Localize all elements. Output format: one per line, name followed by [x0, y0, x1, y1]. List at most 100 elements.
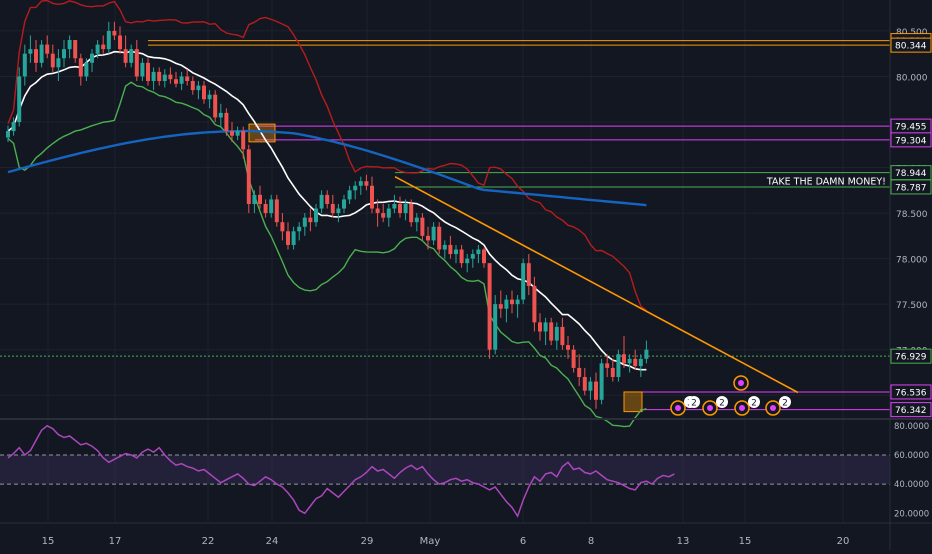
candle-body[interactable] — [566, 345, 570, 350]
candle-body[interactable] — [504, 299, 509, 309]
candle-body[interactable] — [470, 254, 475, 259]
candle-body[interactable] — [224, 112, 229, 132]
candle[interactable] — [549, 317, 554, 346]
candle-body[interactable] — [190, 81, 195, 91]
event-markers[interactable]: 22222 — [670, 375, 791, 416]
candle-body[interactable] — [515, 299, 520, 305]
candle[interactable] — [470, 249, 475, 268]
candle[interactable] — [230, 122, 234, 143]
candle-body[interactable] — [34, 49, 38, 63]
candle[interactable] — [426, 226, 430, 250]
downtrend-line[interactable] — [394, 175, 799, 394]
candle[interactable] — [403, 199, 408, 221]
candle[interactable] — [498, 290, 503, 318]
candle[interactable] — [185, 69, 190, 86]
candle[interactable] — [202, 81, 206, 104]
candle[interactable] — [431, 222, 436, 245]
candle[interactable] — [543, 317, 548, 346]
candle[interactable] — [442, 240, 447, 259]
candle[interactable] — [11, 117, 16, 136]
candle-body[interactable] — [414, 217, 419, 223]
candle[interactable] — [291, 226, 296, 250]
candle[interactable] — [336, 203, 341, 223]
candle-body[interactable] — [627, 358, 632, 364]
candle[interactable] — [56, 49, 61, 82]
candle-body[interactable] — [476, 249, 481, 255]
candle[interactable] — [123, 35, 128, 68]
candle-body[interactable] — [213, 94, 218, 118]
candle[interactable] — [286, 222, 290, 250]
candle[interactable] — [168, 67, 173, 84]
candle[interactable] — [627, 354, 632, 373]
candle-body[interactable] — [286, 231, 290, 245]
candle-body[interactable] — [151, 71, 156, 82]
candle-body[interactable] — [342, 199, 346, 209]
candle[interactable] — [414, 213, 419, 232]
candle-body[interactable] — [594, 381, 598, 400]
candle[interactable] — [375, 199, 380, 227]
candle-body[interactable] — [521, 263, 526, 300]
candle[interactable] — [174, 71, 178, 88]
candle[interactable] — [420, 213, 425, 241]
candle[interactable] — [493, 295, 498, 355]
trend-lines[interactable] — [394, 175, 799, 394]
candle-body[interactable] — [336, 208, 341, 214]
candle[interactable] — [308, 208, 313, 232]
candle-body[interactable] — [398, 203, 402, 214]
event-marker[interactable]: 2 — [734, 396, 760, 416]
candle[interactable] — [571, 345, 576, 373]
candle[interactable] — [146, 58, 150, 86]
candle-body[interactable] — [106, 30, 111, 50]
candle-body[interactable] — [560, 326, 565, 346]
candle-body[interactable] — [302, 217, 307, 227]
candle-body[interactable] — [605, 363, 610, 368]
candle-body[interactable] — [84, 62, 89, 77]
candle-body[interactable] — [39, 44, 44, 63]
candle-body[interactable] — [409, 203, 414, 223]
candle[interactable] — [67, 35, 72, 59]
candle[interactable] — [101, 35, 106, 54]
candle-body[interactable] — [392, 203, 397, 209]
candle[interactable] — [330, 194, 335, 218]
candle[interactable] — [280, 213, 285, 241]
candle[interactable] — [90, 49, 94, 72]
candle-body[interactable] — [269, 199, 274, 214]
candle-body[interactable] — [437, 226, 442, 250]
candle[interactable] — [22, 44, 27, 86]
candle[interactable] — [347, 185, 352, 204]
candle[interactable] — [235, 126, 240, 141]
candle[interactable] — [106, 21, 111, 54]
candle-body[interactable] — [330, 203, 335, 214]
candle-body[interactable] — [78, 58, 83, 77]
candle[interactable] — [521, 258, 526, 305]
candle[interactable] — [45, 35, 50, 59]
candle-body[interactable] — [6, 131, 10, 138]
candle[interactable] — [610, 358, 615, 382]
candle-body[interactable] — [22, 53, 27, 77]
candle-body[interactable] — [538, 322, 542, 332]
candle[interactable] — [112, 21, 117, 41]
candle[interactable] — [594, 372, 598, 409]
candle-body[interactable] — [498, 304, 503, 309]
event-marker[interactable]: 2 — [765, 396, 791, 416]
candle[interactable] — [157, 67, 162, 86]
candle[interactable] — [207, 90, 212, 109]
candle-body[interactable] — [599, 363, 604, 400]
candle-body[interactable] — [241, 131, 246, 150]
candle[interactable] — [409, 199, 414, 227]
candle-body[interactable] — [459, 249, 464, 264]
candle[interactable] — [190, 76, 195, 95]
candle-body[interactable] — [571, 349, 576, 368]
candle-body[interactable] — [526, 263, 531, 286]
candle-body[interactable] — [129, 49, 134, 63]
candle[interactable] — [224, 108, 229, 136]
candle-body[interactable] — [11, 122, 16, 132]
candle[interactable] — [269, 194, 274, 218]
candle-body[interactable] — [101, 44, 106, 50]
candle-body[interactable] — [493, 304, 498, 350]
candle[interactable] — [162, 69, 167, 88]
candle[interactable] — [252, 190, 257, 214]
candle[interactable] — [358, 176, 363, 195]
